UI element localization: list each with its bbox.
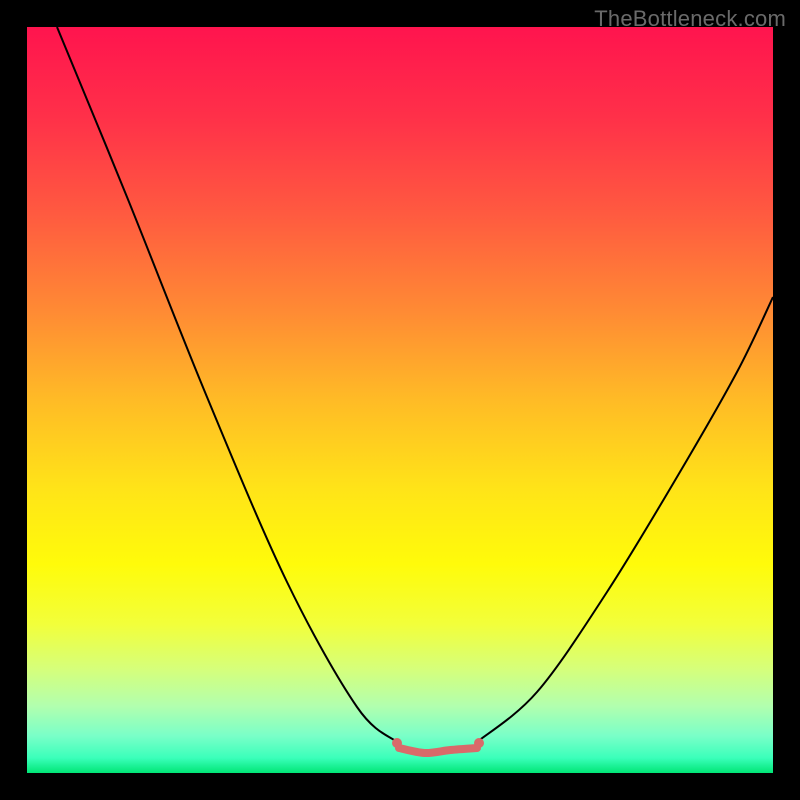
left-curve: [57, 27, 397, 742]
trough-left-marker: [392, 738, 402, 748]
plot-area: [27, 27, 773, 773]
chart-container: TheBottleneck.com: [0, 0, 800, 800]
curves-layer: [27, 27, 773, 773]
trough-right-marker: [474, 738, 484, 748]
trough-highlight-line: [399, 748, 477, 753]
right-curve: [477, 297, 773, 742]
